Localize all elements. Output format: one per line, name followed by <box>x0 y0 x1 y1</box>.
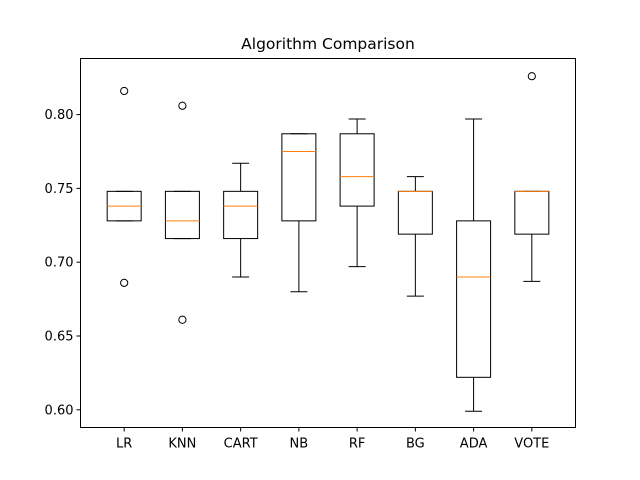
box-cart <box>223 190 259 240</box>
x-tick-label: KNN <box>168 437 196 452</box>
y-tick-label: 0.65 <box>45 329 74 344</box>
y-tick-label: 0.75 <box>45 182 74 197</box>
outlier-point <box>178 315 187 324</box>
x-tick-label: CART <box>224 437 258 452</box>
x-tick-label: ADA <box>460 437 488 452</box>
outlier-point <box>120 86 129 96</box>
x-tick-label: NB <box>290 437 309 452</box>
box-knn <box>164 190 200 240</box>
axes-frame <box>80 58 576 428</box>
x-tick-label: BG <box>406 437 425 452</box>
chart-title: Algorithm Comparison <box>241 35 415 53</box>
y-tick-label: 0.80 <box>45 108 74 123</box>
box-rf <box>339 133 375 207</box>
outlier-point <box>120 278 129 287</box>
box-nb <box>281 133 317 222</box>
outlier-point <box>178 101 187 110</box>
outlier-point <box>527 72 536 81</box>
x-tick-label: VOTE <box>514 437 549 452</box>
y-tick-label: 0.70 <box>45 256 74 271</box>
y-tick-label: 0.60 <box>45 403 74 418</box>
plot-area: 0.60 0.65 0.70 0.75 0.80 LR KNN CART NB RF BG ADA VO… <box>45 72 549 452</box>
x-tick-label: LR <box>116 437 132 452</box>
box-ada <box>456 220 492 378</box>
x-tick-label: RF <box>349 437 366 452</box>
